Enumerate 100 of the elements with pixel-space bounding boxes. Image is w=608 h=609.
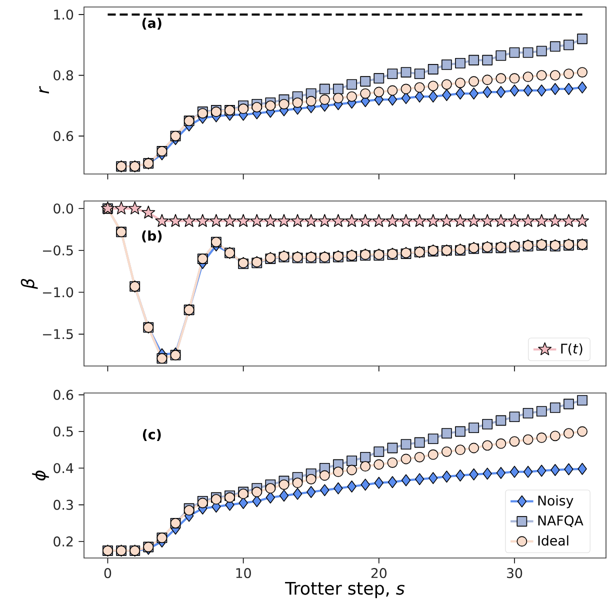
point [564, 398, 574, 410]
point [564, 428, 574, 439]
point [564, 463, 574, 476]
point [318, 214, 332, 227]
y-axis-title: β [20, 279, 38, 290]
point [521, 214, 535, 227]
point [550, 70, 560, 81]
point [374, 73, 384, 84]
point [360, 76, 371, 87]
point [386, 214, 400, 227]
point [522, 408, 534, 418]
point [412, 214, 426, 227]
point [292, 97, 303, 108]
point [509, 47, 520, 58]
point [455, 444, 466, 456]
point [374, 86, 384, 98]
point [550, 430, 560, 442]
point [442, 89, 452, 102]
point [306, 96, 316, 106]
point [250, 214, 264, 227]
point [537, 84, 546, 96]
point [534, 214, 548, 227]
point [577, 426, 588, 437]
y-axis-title: ϕ [32, 470, 49, 480]
point [374, 446, 384, 457]
point [522, 47, 534, 58]
point [346, 464, 357, 476]
point [292, 478, 303, 488]
point [387, 68, 398, 79]
point [346, 79, 357, 90]
y-tick-label: 0.2 [54, 536, 73, 547]
point [374, 459, 384, 470]
point [468, 422, 480, 434]
point [564, 68, 574, 79]
point [536, 70, 547, 81]
point [522, 72, 534, 82]
point [550, 41, 560, 52]
point [414, 473, 424, 486]
point [441, 59, 452, 70]
y-tick-label: 0.6 [54, 130, 74, 142]
point [510, 84, 520, 96]
point [252, 102, 262, 112]
point [388, 476, 398, 488]
point [360, 478, 370, 491]
point [456, 88, 465, 100]
point [252, 486, 262, 498]
x-tick-label: 20 [371, 568, 387, 578]
point [277, 214, 291, 227]
point [387, 457, 398, 468]
point [577, 34, 588, 44]
point [482, 86, 492, 98]
point [468, 442, 480, 454]
point [496, 50, 506, 61]
point [508, 214, 522, 227]
point [387, 442, 398, 454]
annotation: (a) [142, 18, 162, 30]
point [576, 214, 590, 227]
point [509, 73, 520, 84]
point [564, 40, 574, 50]
point [428, 90, 438, 103]
annotation: (c) [142, 429, 161, 442]
point [360, 461, 371, 472]
point [387, 85, 398, 96]
point [482, 440, 493, 451]
point [320, 484, 330, 496]
point [496, 86, 506, 98]
point [482, 468, 492, 480]
point [304, 214, 318, 227]
point [414, 68, 425, 79]
y-tick-label: 0.0 [54, 203, 74, 214]
point [209, 214, 223, 227]
y-tick-label: −1.5 [43, 329, 73, 340]
point [264, 214, 278, 227]
point [426, 214, 440, 227]
point [333, 92, 344, 104]
point [523, 84, 533, 96]
point [428, 80, 438, 92]
point [278, 479, 290, 490]
point [482, 418, 493, 430]
point [577, 395, 588, 406]
point [509, 412, 520, 422]
point [467, 214, 481, 227]
point [536, 46, 547, 56]
point [536, 406, 547, 417]
point [577, 67, 588, 78]
point [468, 54, 480, 66]
point [374, 476, 384, 489]
point [537, 464, 546, 477]
point [480, 214, 494, 227]
point [401, 474, 411, 486]
point [400, 454, 412, 464]
point [400, 67, 412, 78]
point [306, 474, 316, 484]
point [564, 82, 574, 95]
y-tick-label: 0.3 [54, 500, 73, 510]
x-tick-label: 10 [236, 568, 251, 578]
point [428, 434, 438, 444]
point [510, 466, 520, 478]
point [550, 82, 560, 95]
point [428, 64, 438, 74]
